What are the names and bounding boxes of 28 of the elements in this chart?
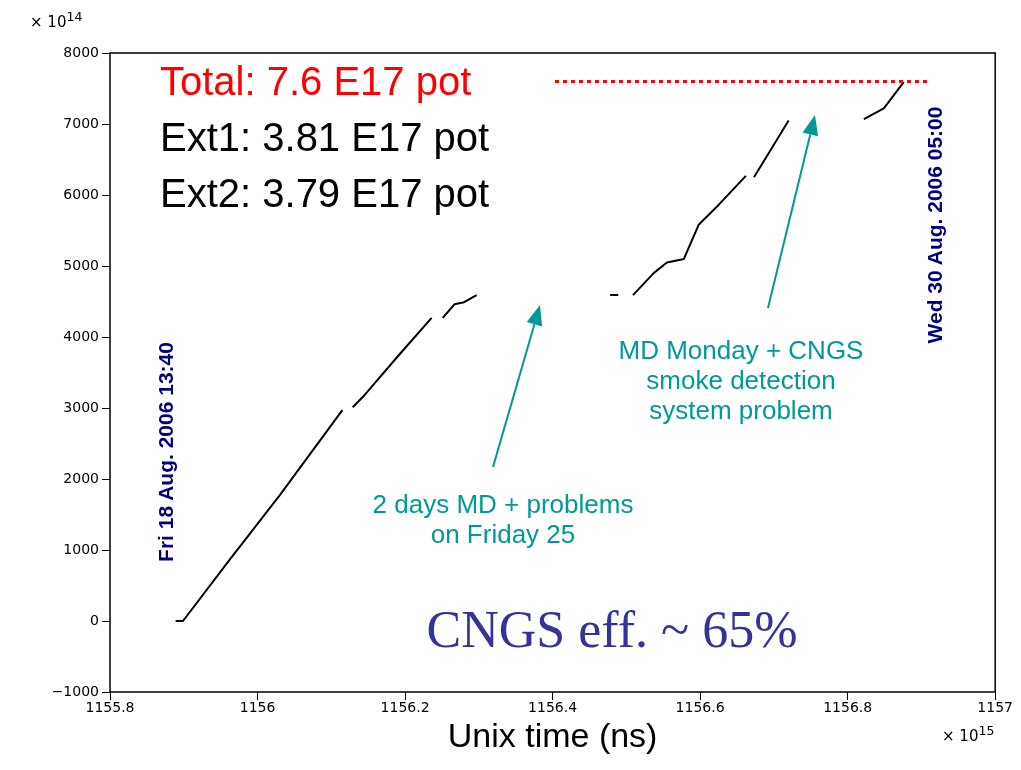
annotation: Fri 18 Aug. 2006 13:40 [153,342,178,562]
text: × 10$^{14}$ [30,9,83,32]
y-tick-label: 8000 [63,43,99,60]
x-tick-label: 1156.8 [823,699,873,716]
y-tick-label: 5000 [63,256,99,273]
x-tick-label: 1156.6 [675,699,725,716]
y-tick-label: 0 [90,611,99,628]
y-tick-label: 6000 [63,185,99,202]
y-tick-label: 3000 [63,398,99,415]
y-tick-label: 1000 [63,540,99,557]
text: × 10$^{15}$ [942,723,995,746]
x-tick-label: 1157 [977,699,1014,716]
x-tick-label: 1156.4 [528,699,578,716]
x-tick-label: 1156.2 [380,699,430,716]
annotation: Ext1: 3.81 E17 pot [160,114,490,160]
x-tick-label: 1156 [239,699,276,716]
annotation: MD Monday + CNGS smoke detection system problem [618,335,864,426]
y-tick-label: 7000 [63,114,99,131]
annotation: 2 days MD + problems on Friday 25 [372,489,634,550]
annotation: Wed 30 Aug. 2006 05:00 [922,106,947,344]
annotation: Ext2: 3.79 E17 pot [160,170,490,216]
annotation: Total: 7.6 E17 pot [160,58,472,104]
x-axis-title: Unix time (ns) [447,715,658,754]
y-tick-label: 4000 [63,327,99,344]
y-tick-label: −1000 [51,682,99,699]
y-tick-label: 2000 [63,469,99,486]
x-tick-label: 1155.8 [85,699,135,716]
annotation: CNGS eff. ~ 65% [426,600,798,660]
